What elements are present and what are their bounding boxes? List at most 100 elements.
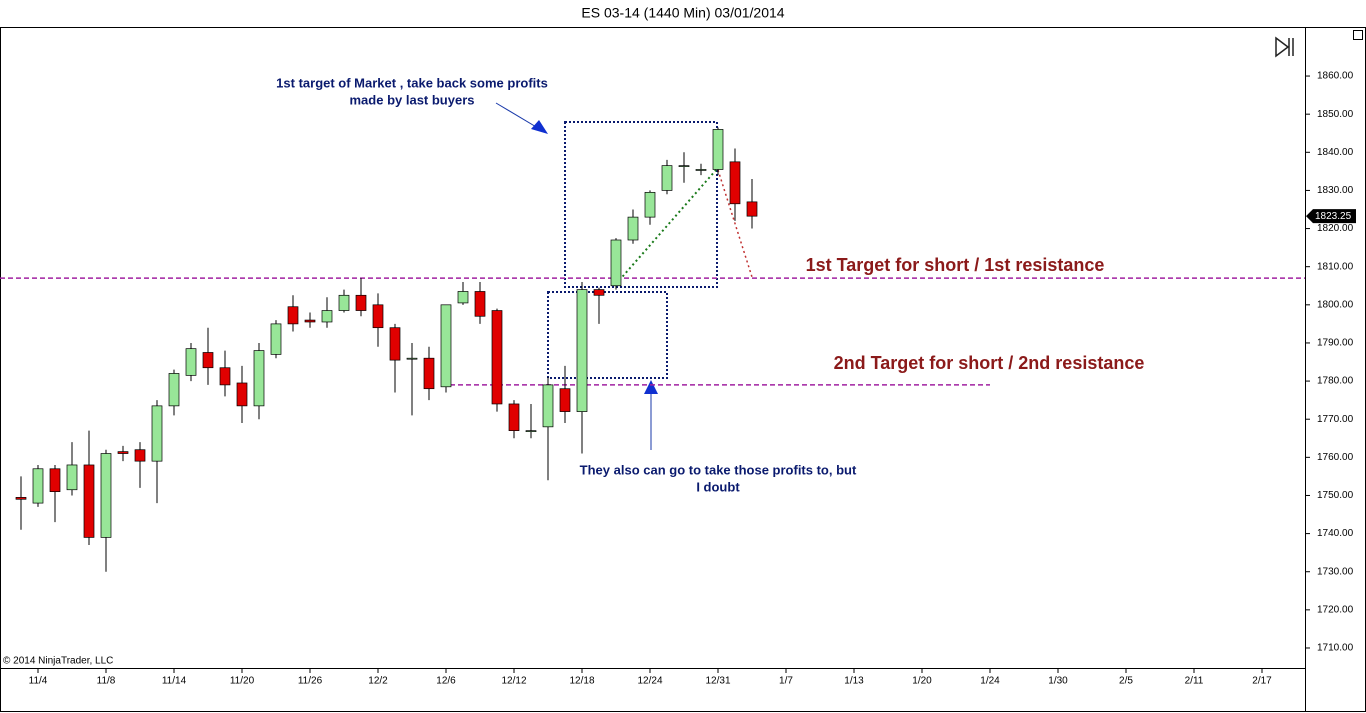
y-tick-label: 1710.00: [1317, 643, 1354, 654]
candle-body: [474, 291, 486, 317]
candle-body: [491, 310, 503, 405]
candle-body: [304, 319, 316, 323]
y-tick-label: 1830.00: [1317, 185, 1354, 196]
candle-body: [338, 294, 350, 311]
y-tick-label: 1790.00: [1317, 338, 1354, 349]
y-tick-label: 1800.00: [1317, 299, 1354, 310]
y-tick-label: 1780.00: [1317, 376, 1354, 387]
annotation: 1st target of Market , take back some pr…: [276, 75, 548, 90]
arrow-head: [531, 120, 548, 134]
y-tick-label: 1750.00: [1317, 490, 1354, 501]
candle-body: [389, 327, 401, 361]
candle-body: [100, 453, 112, 538]
candle-body: [542, 384, 554, 428]
candle-body: [321, 310, 333, 323]
candle-body: [406, 357, 418, 360]
arrow-head: [644, 380, 658, 394]
y-tick-label: 1730.00: [1317, 566, 1354, 577]
candle-body: [644, 191, 656, 218]
candle-body: [151, 405, 163, 462]
x-tick-label: 11/26: [298, 676, 323, 687]
candle-body: [83, 464, 95, 538]
x-tick-label: 1/30: [1048, 676, 1068, 687]
annotation: I doubt: [696, 479, 740, 494]
candle-body: [219, 367, 231, 386]
candle-body: [236, 382, 248, 407]
x-tick-label: 11/14: [162, 676, 187, 687]
candle-body: [185, 348, 197, 376]
y-tick-label: 1860.00: [1317, 71, 1354, 82]
chart-title: ES 03-14 (1440 Min) 03/01/2014: [581, 5, 784, 21]
x-tick-label: 2/17: [1252, 676, 1272, 687]
candle-body: [270, 323, 282, 355]
candle-body: [746, 201, 758, 217]
x-tick-label: 1/13: [844, 676, 864, 687]
x-tick-label: 12/31: [705, 676, 730, 687]
candle-body: [66, 464, 78, 491]
candle-body: [695, 169, 707, 171]
candle-body: [134, 449, 146, 462]
candle-body: [678, 165, 690, 167]
x-tick-label: 12/2: [368, 676, 388, 687]
x-tick-label: 1/24: [980, 676, 1000, 687]
candle-body: [15, 497, 27, 500]
x-tick-label: 12/6: [436, 676, 456, 687]
x-tick-label: 12/24: [637, 676, 662, 687]
candle-body: [508, 403, 520, 431]
copyright: © 2014 NinjaTrader, LLC: [3, 656, 113, 667]
scroll-end-icon[interactable]: [1275, 36, 1294, 58]
candle-body: [712, 129, 724, 170]
arrow: [495, 102, 539, 129]
candle-body: [457, 291, 469, 304]
trend-line: [717, 169, 753, 278]
x-tick-label: 1/7: [779, 676, 793, 687]
x-tick-label: 2/11: [1185, 676, 1204, 687]
candle-body: [593, 289, 605, 296]
candle-body: [627, 216, 639, 241]
candle-body: [32, 468, 44, 504]
candle-body: [287, 306, 299, 325]
last-price-marker: [1306, 209, 1356, 224]
x-tick-label: 11/4: [29, 676, 48, 687]
y-tick-label: 1720.00: [1317, 604, 1354, 615]
x-tick-label: 11/20: [230, 676, 255, 687]
x-tick-label: 12/18: [569, 676, 594, 687]
candle-body: [559, 388, 571, 412]
candle-body: [253, 350, 265, 407]
y-tick-label: 1810.00: [1317, 261, 1354, 272]
x-tick-label: 2/5: [1119, 676, 1133, 687]
y-tick-label: 1740.00: [1317, 528, 1354, 539]
last-price-label: 1823.25: [1315, 211, 1352, 222]
y-tick-label: 1840.00: [1317, 147, 1354, 158]
candle-body: [661, 165, 673, 191]
x-tick-label: 11/8: [97, 676, 116, 687]
candle-body: [423, 357, 435, 390]
candle-body: [525, 430, 537, 432]
chart-frame: [0, 27, 1366, 712]
candle-body: [610, 239, 622, 287]
candle-body: [355, 294, 367, 311]
candle-body: [202, 352, 214, 369]
annotation: made by last buyers: [350, 92, 475, 107]
x-tick-label: 1/20: [912, 676, 932, 687]
x-tick-label: 12/12: [501, 676, 526, 687]
candle-body: [576, 289, 588, 412]
candle-body: [117, 451, 129, 454]
candle-body: [168, 373, 180, 407]
candle-body: [372, 304, 384, 329]
trend-line: [615, 169, 717, 285]
menu-icon[interactable]: [1353, 30, 1363, 40]
resistance-label: 2nd Target for short / 2nd resistance: [834, 353, 1145, 373]
annotation: They also can go to take those profits t…: [580, 462, 857, 477]
annotation-box: [564, 121, 718, 288]
y-tick-label: 1760.00: [1317, 452, 1354, 463]
candle-body: [440, 304, 452, 388]
y-tick-label: 1850.00: [1317, 109, 1354, 120]
annotation-box: [547, 291, 668, 379]
candle-body: [729, 161, 741, 205]
resistance-label: 1st Target for short / 1st resistance: [806, 255, 1105, 275]
y-tick-label: 1770.00: [1317, 414, 1354, 425]
y-tick-label: 1820.00: [1317, 223, 1354, 234]
